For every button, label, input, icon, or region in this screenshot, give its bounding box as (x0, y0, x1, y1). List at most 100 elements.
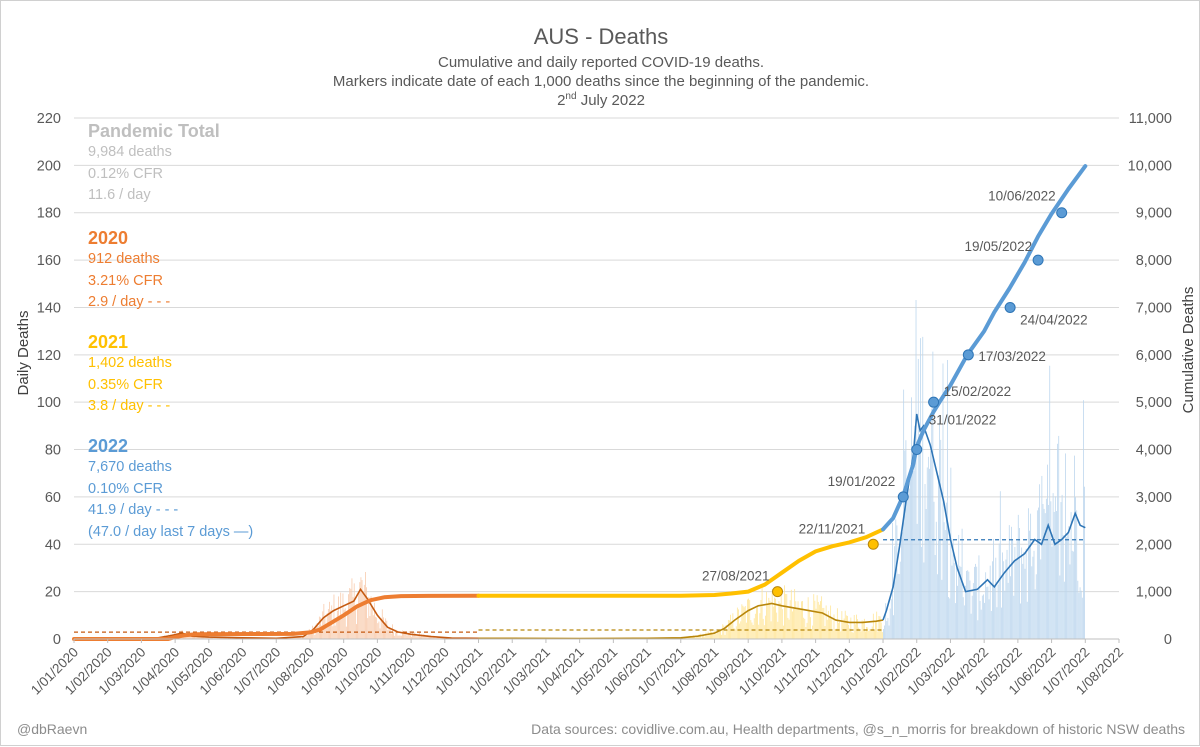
daily-bar (426, 635, 428, 639)
thousand-marker (962, 349, 974, 361)
daily-bar (202, 636, 203, 639)
daily-bar (718, 629, 720, 639)
daily-bar (396, 632, 398, 639)
daily-bar (695, 637, 697, 639)
daily-bar (313, 628, 315, 639)
daily-bar (847, 615, 848, 639)
daily-bar (709, 630, 711, 639)
daily-bar (196, 637, 198, 639)
daily-bar (1003, 561, 1005, 639)
daily-bar (796, 609, 798, 639)
daily-bar (424, 636, 426, 639)
daily-bar (429, 635, 430, 639)
marker-date-label: 27/08/2021 (702, 569, 770, 584)
daily-bar (1006, 549, 1008, 639)
daily-bar (413, 635, 415, 639)
daily-bar (717, 630, 719, 639)
daily-bar (726, 629, 728, 639)
daily-bar (934, 555, 936, 639)
daily-bar (765, 615, 766, 639)
daily-bar (860, 631, 862, 639)
daily-bar (840, 631, 842, 639)
daily-bar (951, 565, 953, 639)
daily-bar (820, 601, 821, 639)
daily-bar (896, 525, 898, 639)
daily-bar (757, 606, 758, 639)
cumulative-line (476, 527, 885, 598)
daily-bar (805, 627, 807, 639)
daily-bar (1060, 502, 1062, 639)
daily-bar (789, 600, 791, 639)
daily-bar (831, 618, 833, 639)
daily-bar (696, 636, 698, 639)
daily-bar (1014, 546, 1016, 639)
daily-bar (870, 630, 872, 639)
marker-date-label: 31/01/2022 (929, 413, 997, 428)
daily-bar (735, 626, 737, 639)
total-heading: Pandemic Total (88, 121, 220, 141)
daily-bar (727, 619, 729, 639)
daily-bar (965, 585, 966, 639)
daily-bar (943, 522, 945, 639)
daily-bar (908, 488, 910, 639)
daily-bar (421, 634, 423, 639)
daily-bar (1058, 435, 1060, 639)
y-right-tick-label: 1,000 (1136, 585, 1172, 601)
daily-bar (954, 603, 956, 639)
daily-bar (711, 631, 712, 639)
daily-bar (1044, 513, 1046, 639)
daily-bar (841, 611, 843, 639)
daily-bar (697, 636, 699, 639)
daily-bar (222, 637, 224, 639)
daily-bar (803, 617, 805, 639)
daily-bar (725, 625, 727, 639)
daily-bar (724, 634, 726, 639)
daily-bar (985, 572, 987, 639)
daily-bar (843, 618, 845, 639)
daily-bar (994, 587, 996, 639)
daily-bar (851, 631, 853, 639)
daily-bar (443, 637, 445, 639)
daily-bar (885, 603, 887, 639)
daily-bar (1022, 563, 1024, 639)
daily-bar (1056, 511, 1057, 639)
y-right-tick-label: 3,000 (1136, 490, 1172, 506)
daily-bar (1051, 546, 1053, 639)
daily-bar (1052, 493, 1054, 639)
daily-bar (704, 636, 706, 639)
daily-bar (395, 629, 397, 639)
daily-bar (289, 637, 291, 639)
daily-bar (957, 585, 958, 639)
daily-bar (378, 621, 380, 639)
daily-bar (833, 614, 835, 639)
daily-bar (714, 630, 716, 639)
y2022-heading: 2022 (88, 436, 129, 456)
footer-credit: @dbRaevn (17, 721, 88, 737)
y2020-heading: 2020 (88, 228, 129, 248)
daily-bar (747, 599, 748, 639)
daily-bar (949, 598, 951, 639)
daily-bar (425, 635, 427, 639)
daily-bar (387, 629, 389, 639)
daily-bar (305, 634, 307, 639)
daily-bar (801, 601, 802, 639)
daily-bar (352, 597, 354, 639)
daily-bar (933, 501, 935, 639)
daily-bar (912, 464, 914, 639)
daily-bar (948, 597, 950, 639)
daily-bar (760, 599, 762, 639)
daily-bar (1020, 603, 1021, 639)
daily-bar (742, 605, 744, 639)
daily-bar (1061, 494, 1063, 639)
daily-bar (1025, 548, 1027, 639)
daily-bar (344, 608, 346, 639)
daily-bar (978, 555, 980, 639)
daily-bar (1076, 510, 1078, 639)
daily-bar (733, 627, 735, 639)
daily-bar (199, 636, 201, 639)
daily-bar (899, 561, 901, 639)
daily-bar (690, 636, 692, 639)
daily-bar (797, 601, 799, 639)
daily-bar (317, 626, 319, 639)
daily-bar (730, 614, 732, 639)
